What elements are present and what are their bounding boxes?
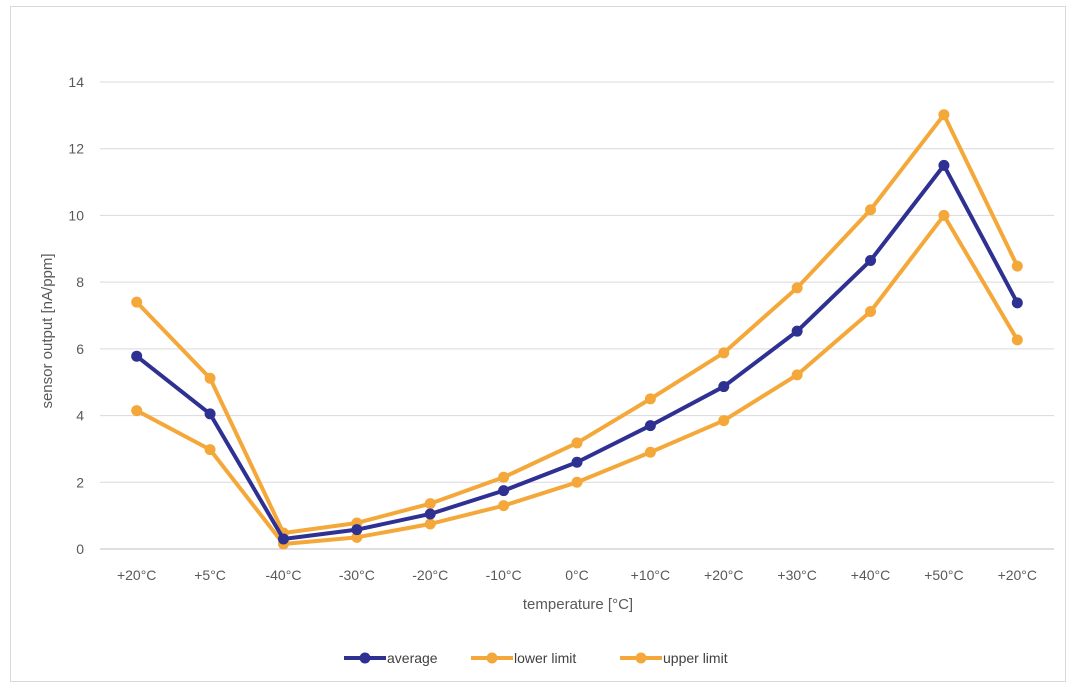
series-layer — [131, 109, 1023, 550]
legend-swatch-marker — [359, 652, 371, 664]
data-point — [571, 476, 583, 488]
data-point — [131, 350, 143, 362]
data-point — [1011, 334, 1023, 346]
legend: average lower limit upper limit — [344, 650, 728, 666]
data-point — [498, 500, 510, 512]
x-tick-label: +20°C — [117, 567, 156, 583]
legend-swatch-marker — [486, 652, 498, 664]
data-point — [718, 415, 730, 427]
data-point — [938, 209, 950, 221]
legend-item: average — [344, 650, 438, 666]
data-point — [204, 408, 216, 420]
data-point — [424, 518, 436, 530]
series-upper-limit — [131, 109, 1023, 539]
data-point — [571, 437, 583, 449]
data-point — [424, 498, 436, 510]
legend-item: lower limit — [471, 650, 576, 666]
x-tick-label: +10°C — [631, 567, 670, 583]
legend-label: upper limit — [663, 650, 728, 666]
y-axis-ticks: 0 2 4 6 8 10 12 14 — [68, 74, 84, 557]
data-point — [498, 485, 510, 497]
data-point — [351, 531, 363, 543]
series-average — [131, 159, 1023, 545]
x-tick-label: +5°C — [194, 567, 226, 583]
data-point — [718, 381, 730, 393]
data-point — [424, 508, 436, 520]
data-point — [865, 204, 877, 216]
legend-label: average — [387, 650, 438, 666]
y-tick-label: 0 — [76, 541, 84, 557]
data-point — [277, 533, 289, 545]
data-point — [571, 456, 583, 468]
y-tick-label: 6 — [76, 341, 84, 357]
x-tick-label: -10°C — [486, 567, 522, 583]
data-point — [644, 393, 656, 405]
data-point — [204, 372, 216, 384]
y-tick-label: 4 — [76, 408, 84, 424]
y-axis-title: sensor output [nA/ppm] — [39, 253, 56, 408]
data-point — [131, 405, 143, 417]
legend-swatch-marker — [635, 652, 647, 664]
y-tick-label: 10 — [68, 207, 84, 223]
data-point — [938, 109, 950, 121]
data-point — [131, 296, 143, 308]
x-tick-label: -30°C — [339, 567, 375, 583]
x-tick-label: +40°C — [851, 567, 890, 583]
x-tick-label: +50°C — [924, 567, 963, 583]
chart-frame — [10, 6, 1066, 682]
x-tick-label: -40°C — [265, 567, 301, 583]
y-tick-label: 14 — [68, 74, 84, 90]
series-line — [134, 112, 1020, 535]
x-tick-label: +20°C — [704, 567, 743, 583]
y-tick-label: 8 — [76, 274, 84, 290]
legend-label: lower limit — [514, 650, 576, 666]
x-tick-label: -20°C — [412, 567, 448, 583]
data-point — [865, 254, 877, 266]
y-tick-label: 2 — [76, 474, 84, 490]
data-point — [498, 471, 510, 483]
data-point — [791, 282, 803, 294]
y-tick-label: 12 — [68, 141, 84, 157]
data-point — [644, 446, 656, 458]
data-point — [865, 305, 877, 317]
series-line — [134, 213, 1020, 546]
x-axis-ticks: +20°C +5°C -40°C -30°C -20°C -10°C 0°C +10°C +20… — [117, 567, 1037, 583]
x-tick-label: 0°C — [565, 567, 589, 583]
x-tick-label: +20°C — [998, 567, 1037, 583]
x-axis-title: temperature [°C] — [523, 596, 633, 613]
data-point — [791, 325, 803, 337]
legend-item: upper limit — [620, 650, 728, 666]
data-point — [938, 159, 950, 171]
data-point — [1011, 260, 1023, 272]
data-point — [791, 369, 803, 381]
data-point — [644, 420, 656, 432]
data-point — [718, 347, 730, 359]
data-point — [1011, 297, 1023, 309]
data-point — [351, 524, 363, 536]
data-point — [204, 444, 216, 456]
x-tick-label: +30°C — [777, 567, 816, 583]
